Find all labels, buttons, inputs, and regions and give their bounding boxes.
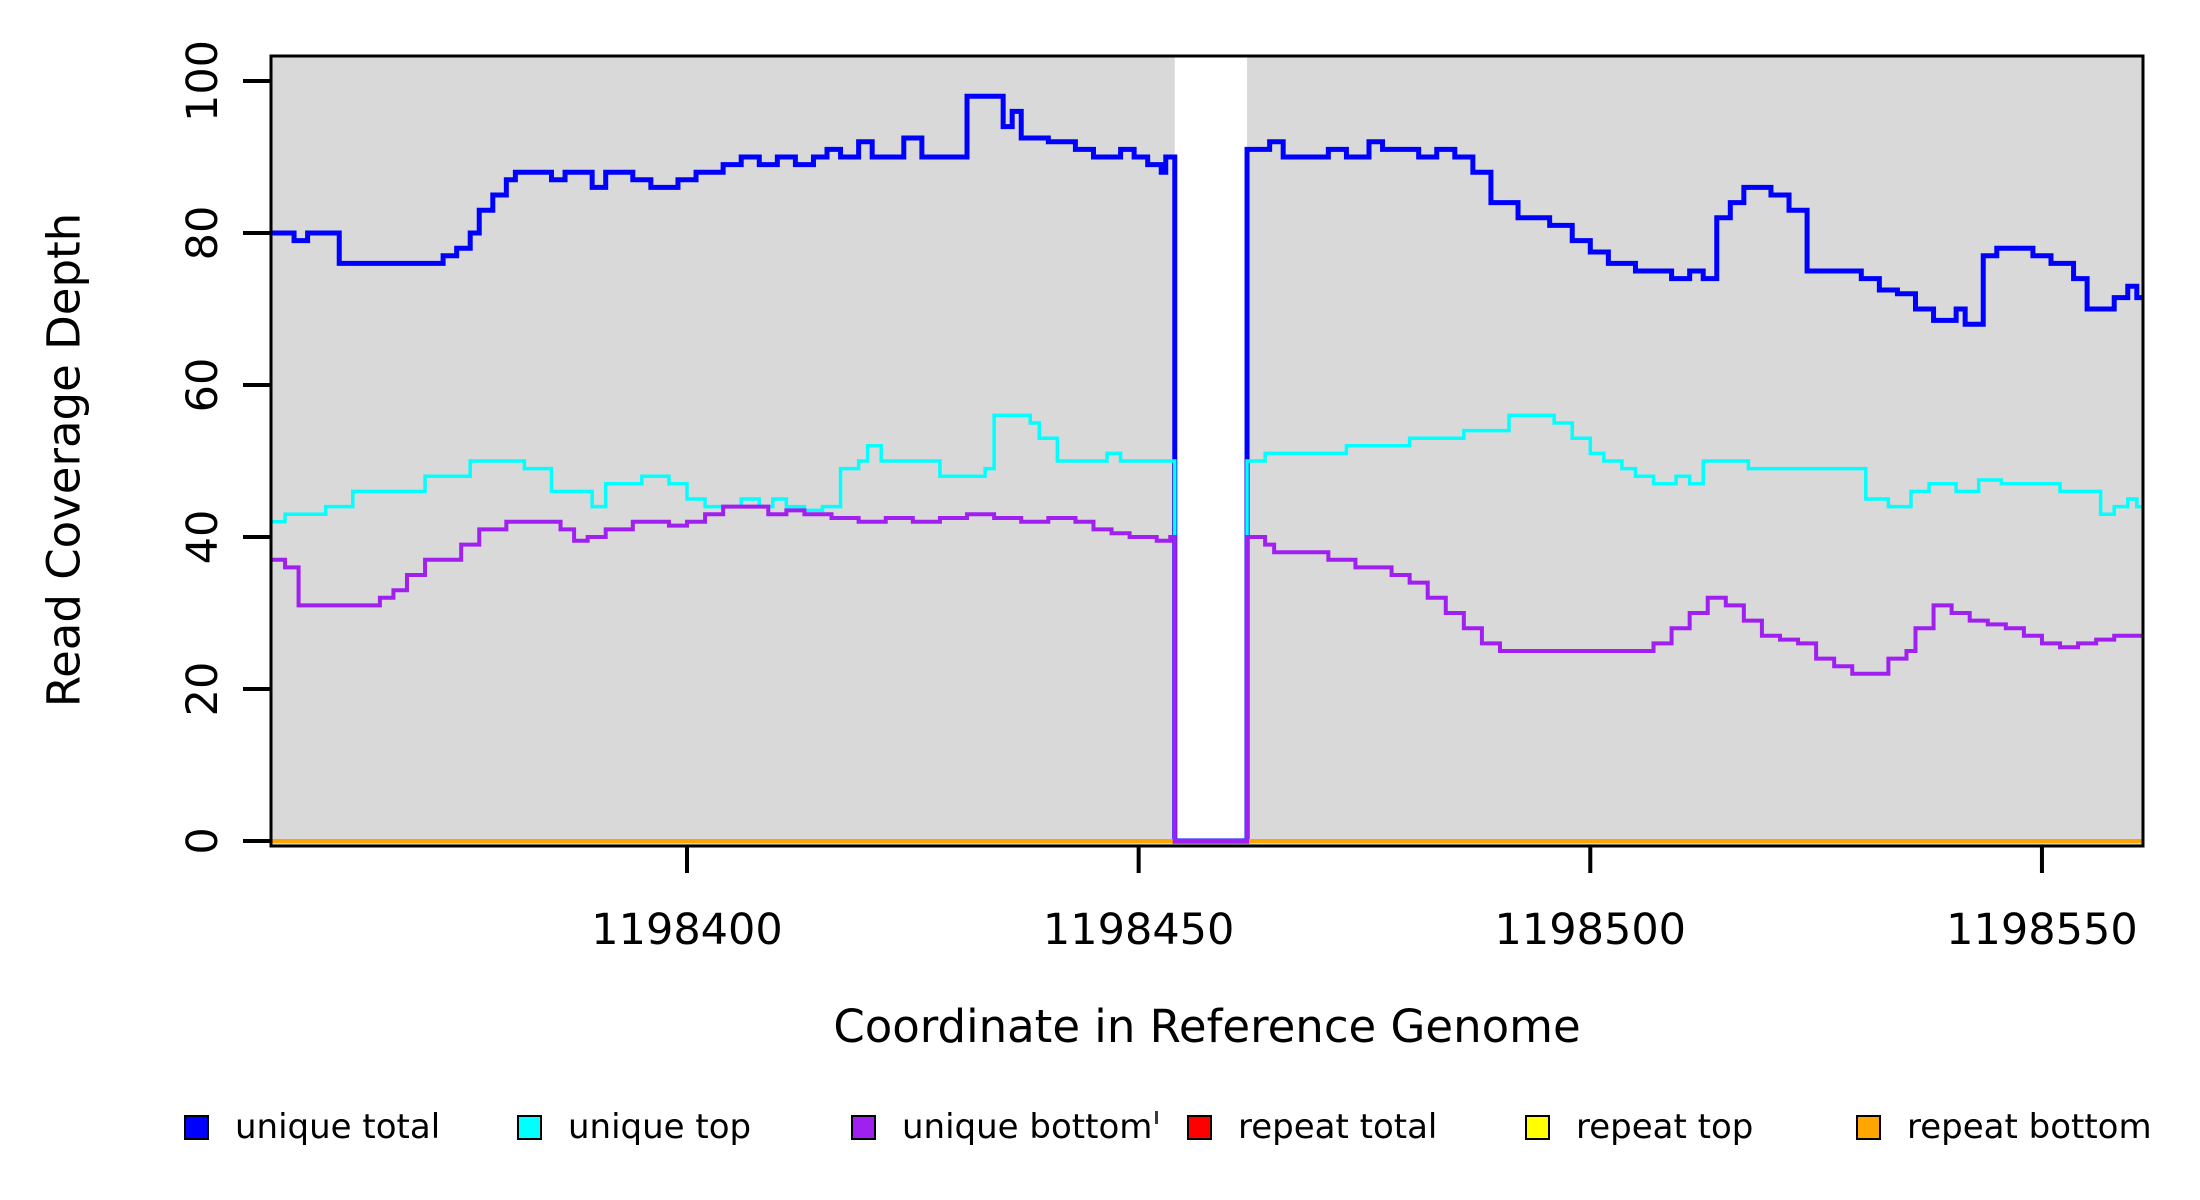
legend-swatch xyxy=(1187,1114,1212,1140)
x-tick-label: 1198400 xyxy=(591,905,783,955)
y-tick-label: 40 xyxy=(178,509,228,565)
series-unique-bottom xyxy=(272,504,2142,843)
y-tick-label: 80 xyxy=(178,205,228,261)
legend-item-unique-top: unique top xyxy=(517,1107,751,1147)
legend-swatch xyxy=(1525,1114,1550,1140)
legend-swatch xyxy=(184,1114,209,1140)
y-tick-label: 60 xyxy=(178,357,228,413)
legend-swatch xyxy=(1856,1114,1881,1140)
legend-swatch xyxy=(517,1114,542,1140)
x-tick-label: 1198550 xyxy=(1946,905,2138,955)
legend-item-repeat-total: repeat total xyxy=(1187,1107,1437,1147)
x-tick-label: 1198500 xyxy=(1494,905,1687,955)
legend-item-repeat-top: repeat top xyxy=(1525,1107,1753,1147)
legend-item-unique-total: unique total xyxy=(184,1107,440,1147)
x-tick-label: 1198450 xyxy=(1042,905,1235,955)
legend-label: repeat top xyxy=(1576,1107,1754,1147)
legend-label: unique total xyxy=(235,1107,441,1147)
legend-label: repeat total xyxy=(1238,1107,1438,1147)
y-tick-label: 20 xyxy=(178,661,228,717)
y-tick-label: 100 xyxy=(178,39,228,123)
series-unique-top xyxy=(272,413,2142,843)
y-tick-label: 0 xyxy=(178,827,228,855)
legend-label: unique bottom xyxy=(902,1107,1153,1147)
plot-border xyxy=(269,54,2145,848)
x-axis-title: Coordinate in Reference Genome xyxy=(833,1000,1581,1053)
legend-label: unique top xyxy=(568,1107,752,1147)
y-axis-title: Read Coverage Depth xyxy=(37,212,91,708)
stray-mark xyxy=(1155,1111,1158,1124)
legend-label: repeat bottom xyxy=(1907,1107,2152,1147)
coverage-gap-band xyxy=(1174,57,1248,843)
legend-swatch xyxy=(851,1114,876,1140)
legend-item-unique-bottom: unique bottom xyxy=(851,1107,1152,1147)
legend-item-repeat-bottom: repeat bottom xyxy=(1856,1107,2152,1147)
